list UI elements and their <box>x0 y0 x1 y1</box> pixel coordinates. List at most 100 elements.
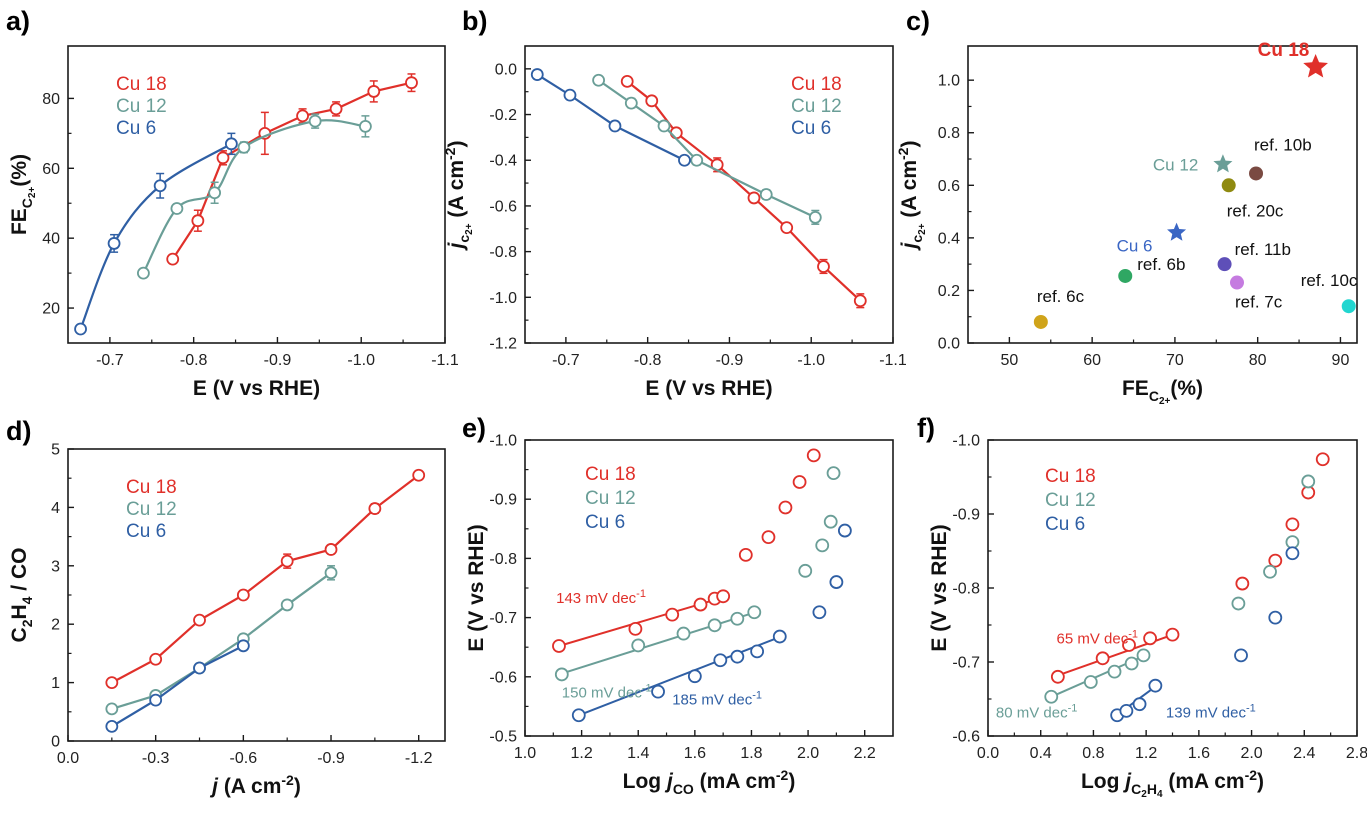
y-tick-label: -0.9 <box>952 507 980 524</box>
data-point <box>592 73 605 87</box>
y-tick-label: -0.7 <box>489 610 517 627</box>
data-point <box>74 322 87 336</box>
x-tick-label: -1.1 <box>879 352 907 369</box>
data-point <box>707 618 722 633</box>
legend-entry: Cu 6 <box>116 118 156 139</box>
circle-marker <box>1221 178 1236 193</box>
data-point <box>798 563 813 578</box>
data-point <box>193 613 206 627</box>
x-tick-label: 1.0 <box>514 745 536 762</box>
data-point <box>628 621 643 636</box>
y-tick-label: -1.0 <box>489 433 517 450</box>
data-point <box>308 114 322 128</box>
x-tick-label: 0.8 <box>1082 745 1104 762</box>
data-point <box>738 547 753 562</box>
data-point <box>730 649 745 664</box>
panel-label: d) <box>6 416 31 446</box>
data-point <box>208 186 222 200</box>
y-axis-label: FEC2+(%) <box>8 154 38 235</box>
y-tick-label: 0.6 <box>938 178 960 195</box>
x-axis-label: E (V vs RHE) <box>193 377 320 400</box>
y-tick-label: -0.8 <box>952 581 980 598</box>
data-point <box>631 638 646 653</box>
series-line <box>171 81 412 260</box>
data-point <box>1231 596 1246 611</box>
plot-frame <box>967 45 1358 344</box>
y-axis-label: E (V vs RHE) <box>928 524 951 651</box>
circle-marker <box>1217 257 1232 272</box>
y-axis-label: E (V vs RHE) <box>465 524 488 651</box>
tafel-slope-label: 185 mV dec-1 <box>672 690 762 709</box>
series-line <box>111 644 244 728</box>
x-tick-label: -0.7 <box>552 352 580 369</box>
x-tick-label: 1.2 <box>570 745 592 762</box>
panel-label: c) <box>906 6 930 36</box>
point-label: Cu 6 <box>1117 237 1153 256</box>
series-line <box>111 474 420 684</box>
data-point <box>747 191 761 205</box>
data-point <box>105 676 119 689</box>
x-tick-label: -0.9 <box>264 352 292 369</box>
y-tick-label: 80 <box>42 91 60 108</box>
y-axis-label: C2H4 / CO <box>8 548 35 643</box>
star-marker <box>1303 54 1328 78</box>
data-point <box>608 119 622 133</box>
x-tick-label: 0.4 <box>1030 745 1052 762</box>
x-tick-label: -0.9 <box>317 750 345 767</box>
legend-entry: Cu 12 <box>126 499 177 520</box>
panel-label: e) <box>462 413 486 443</box>
plot-frame <box>67 448 446 742</box>
data-point <box>149 652 163 666</box>
circle-marker <box>1033 314 1048 329</box>
data-point <box>665 607 680 622</box>
data-point <box>136 266 150 280</box>
series-line <box>597 79 816 219</box>
legend-entry: Cu 12 <box>585 488 636 509</box>
x-tick-label: 1.6 <box>684 745 706 762</box>
x-tick-label: 1.2 <box>1135 745 1157 762</box>
data-point <box>792 475 807 489</box>
data-point <box>1268 553 1283 568</box>
y-axis-label: jc2+ (A cm-2) <box>442 141 475 252</box>
data-point <box>812 605 827 620</box>
data-point <box>237 140 251 154</box>
data-point <box>105 720 119 733</box>
panel-d: 0.0 -0.3 -0.6 -0.9 -1.2 0 1 2 3 4 5 d) j (A cm-2) C2H… <box>6 416 446 798</box>
data-point <box>780 221 794 235</box>
data-point <box>1083 675 1098 689</box>
panel-a: -0.7 -0.8 -0.9 -1.0 -1.1 20 40 60 80 a) E (V vs RH… <box>6 6 459 400</box>
series-line <box>79 142 232 330</box>
circle-marker <box>1249 166 1264 181</box>
legend-entry: Cu 18 <box>126 477 177 498</box>
y-tick-label: 20 <box>42 301 60 318</box>
data-point <box>823 514 838 529</box>
x-axis-label: Log jC2H4 (mA cm-2) <box>1081 767 1264 800</box>
data-point <box>280 598 294 612</box>
tafel-slope-label: 143 mV dec-1 <box>556 588 646 607</box>
plot-frame <box>524 45 894 344</box>
point-label: Cu 12 <box>1153 155 1198 174</box>
point-label: ref. 10c <box>1301 271 1358 290</box>
y-tick-label: -1.2 <box>489 336 517 353</box>
tafel-fit-line <box>578 635 783 717</box>
legend-entry: Cu 12 <box>116 96 167 117</box>
data-point <box>191 214 205 228</box>
tafel-slope-label: 80 mV dec-1 <box>996 703 1078 722</box>
data-point <box>1285 517 1300 532</box>
x-tick-label: -0.7 <box>96 352 124 369</box>
x-tick-label: 80 <box>1249 352 1267 369</box>
data-point <box>1148 678 1163 693</box>
legend-entry: Cu 18 <box>1045 466 1096 487</box>
data-point <box>216 151 230 165</box>
data-point <box>1301 474 1316 489</box>
y-tick-label: -0.8 <box>489 244 517 261</box>
data-point <box>1124 656 1139 671</box>
legend-entry: Cu 18 <box>585 464 636 485</box>
x-tick-label: -0.3 <box>142 750 170 767</box>
data-point <box>1136 648 1151 663</box>
data-point <box>1095 651 1110 666</box>
data-point <box>1315 452 1330 467</box>
data-point <box>759 188 773 201</box>
data-point <box>563 88 577 102</box>
star-marker <box>1213 154 1233 173</box>
